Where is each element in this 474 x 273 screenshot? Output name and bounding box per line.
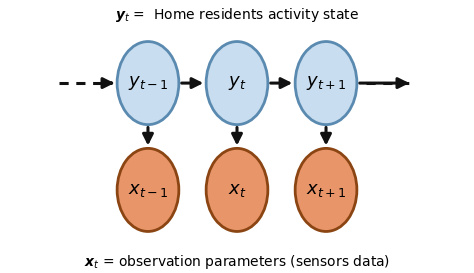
Ellipse shape xyxy=(295,41,357,125)
Ellipse shape xyxy=(117,41,179,125)
Text: $x_t$: $x_t$ xyxy=(228,181,246,199)
Ellipse shape xyxy=(206,41,268,125)
Text: $\boldsymbol{y}_t$ =  Home residents activity state: $\boldsymbol{y}_t$ = Home residents acti… xyxy=(115,6,359,24)
Text: $x_{t+1}$: $x_{t+1}$ xyxy=(306,181,346,199)
Text: $x_{t-1}$: $x_{t-1}$ xyxy=(128,181,168,199)
Text: $\boldsymbol{x}_t$ = observation parameters (sensors data): $\boldsymbol{x}_t$ = observation paramet… xyxy=(84,253,390,271)
Ellipse shape xyxy=(206,148,268,232)
Ellipse shape xyxy=(295,148,357,232)
Text: $y_t$: $y_t$ xyxy=(228,74,246,92)
Ellipse shape xyxy=(117,148,179,232)
Text: $y_{t+1}$: $y_{t+1}$ xyxy=(306,74,346,92)
Text: $y_{t-1}$: $y_{t-1}$ xyxy=(128,74,168,92)
